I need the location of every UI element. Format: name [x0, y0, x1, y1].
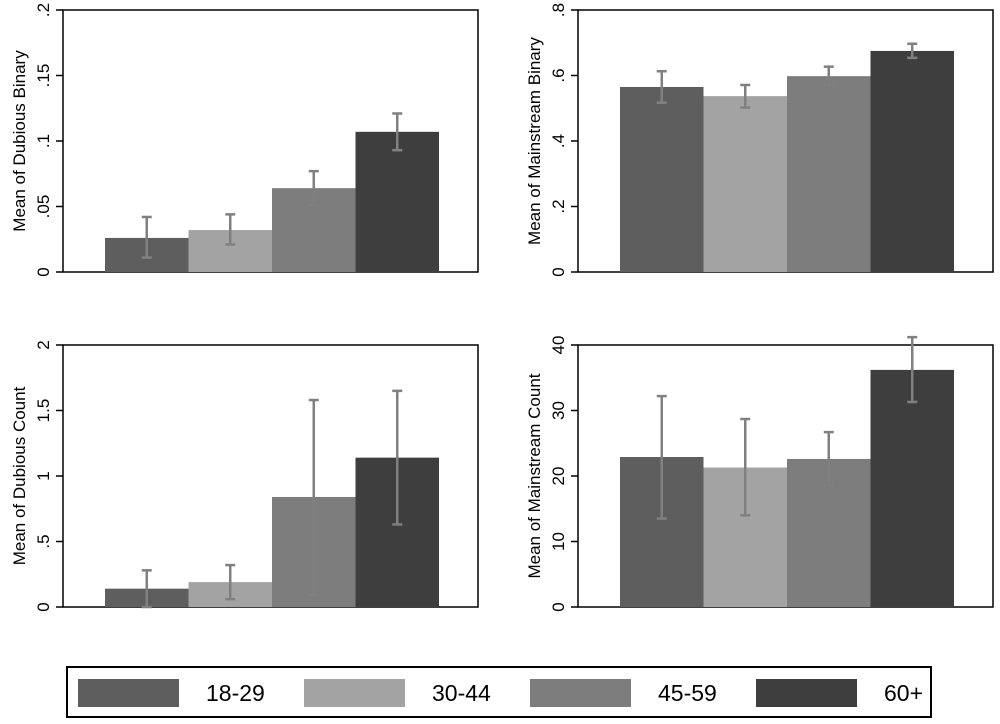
error-bar-60+: [392, 389, 403, 526]
error-bar-45-59: [308, 398, 319, 597]
y-tick-label: 0: [549, 267, 568, 276]
error-bar-60+: [907, 335, 918, 404]
y-tick-label: 1.5: [34, 399, 53, 423]
y-tick-label: .8: [549, 3, 568, 17]
legend: 18-29 30-44 45-59 60+: [66, 666, 932, 718]
y-axis-label: Mean of Dubious Binary: [10, 50, 29, 232]
error-bar-45-59: [823, 65, 834, 87]
y-tick-label: .15: [34, 64, 53, 88]
panel-1: 0 .05 .1 .15 .2 Mean of Dubious Binary: [10, 3, 479, 277]
error-bar-60+: [907, 42, 918, 60]
y-tick-label: 2: [34, 340, 53, 349]
bar-60+: [870, 50, 954, 272]
y-tick-label: .1: [34, 134, 53, 148]
legend-label-30-44: 30-44: [432, 679, 491, 706]
y-tick-label: 40: [549, 336, 568, 355]
y-tick-label: .05: [34, 195, 53, 219]
error-bar-45-59: [823, 430, 834, 487]
legend-item-30-44: 30-44: [304, 679, 491, 707]
legend-swatch-18-29: [78, 679, 179, 707]
bar-30-44: [703, 96, 787, 272]
y-tick-label: .2: [549, 199, 568, 213]
error-bar-30-44: [740, 83, 751, 109]
y-tick-label: 1: [34, 471, 53, 480]
y-tick-label: 10: [549, 532, 568, 551]
y-tick-label: .4: [549, 134, 568, 148]
error-bar-18-29: [141, 569, 152, 609]
legend-item-18-29: 18-29: [78, 679, 265, 707]
legend-swatch-30-44: [304, 679, 405, 707]
error-bar-18-29: [141, 215, 152, 259]
error-bar-45-59: [308, 169, 319, 207]
legend-item-45-59: 45-59: [530, 679, 717, 707]
y-tick-label: 0: [549, 602, 568, 611]
panel-2: 0 .2 .4 .6 .8 Mean of Mainstream Binary: [525, 3, 994, 277]
bar-45-59: [787, 76, 871, 272]
panel-4: 0 10 20 30 40 Mean of Mainstream Count: [525, 335, 994, 612]
y-axis-label: Mean of Dubious Count: [10, 386, 29, 565]
bar-18-29: [620, 86, 704, 273]
panel-3: 0 .5 1 1.5 2 Mean of Dubious Count: [10, 340, 479, 612]
error-bar-18-29: [656, 394, 667, 520]
y-axis-label: Mean of Mainstream Binary: [525, 37, 544, 245]
y-tick-label: .5: [34, 534, 53, 548]
y-tick-label: .6: [549, 68, 568, 82]
y-axis-label: Mean of Mainstream Count: [525, 373, 544, 578]
error-bar-60+: [392, 112, 403, 152]
y-tick-label: 0: [34, 602, 53, 611]
bar-60+: [355, 131, 439, 272]
bar-60+: [870, 369, 954, 607]
legend-swatch-60plus: [756, 679, 857, 707]
error-bar-30-44: [740, 417, 751, 517]
y-tick-label: .2: [34, 3, 53, 17]
legend-item-60plus: 60+: [756, 679, 923, 707]
legend-label-18-29: 18-29: [206, 679, 265, 706]
error-bar-18-29: [656, 69, 667, 104]
legend-swatch-45-59: [530, 679, 631, 707]
y-tick-label: 20: [549, 467, 568, 486]
error-bar-30-44: [225, 563, 236, 601]
legend-label-60plus: 60+: [884, 679, 924, 706]
y-tick-label: 30: [549, 401, 568, 420]
error-bar-30-44: [225, 213, 236, 246]
y-tick-label: 0: [34, 267, 53, 276]
legend-label-45-59: 45-59: [658, 679, 717, 706]
